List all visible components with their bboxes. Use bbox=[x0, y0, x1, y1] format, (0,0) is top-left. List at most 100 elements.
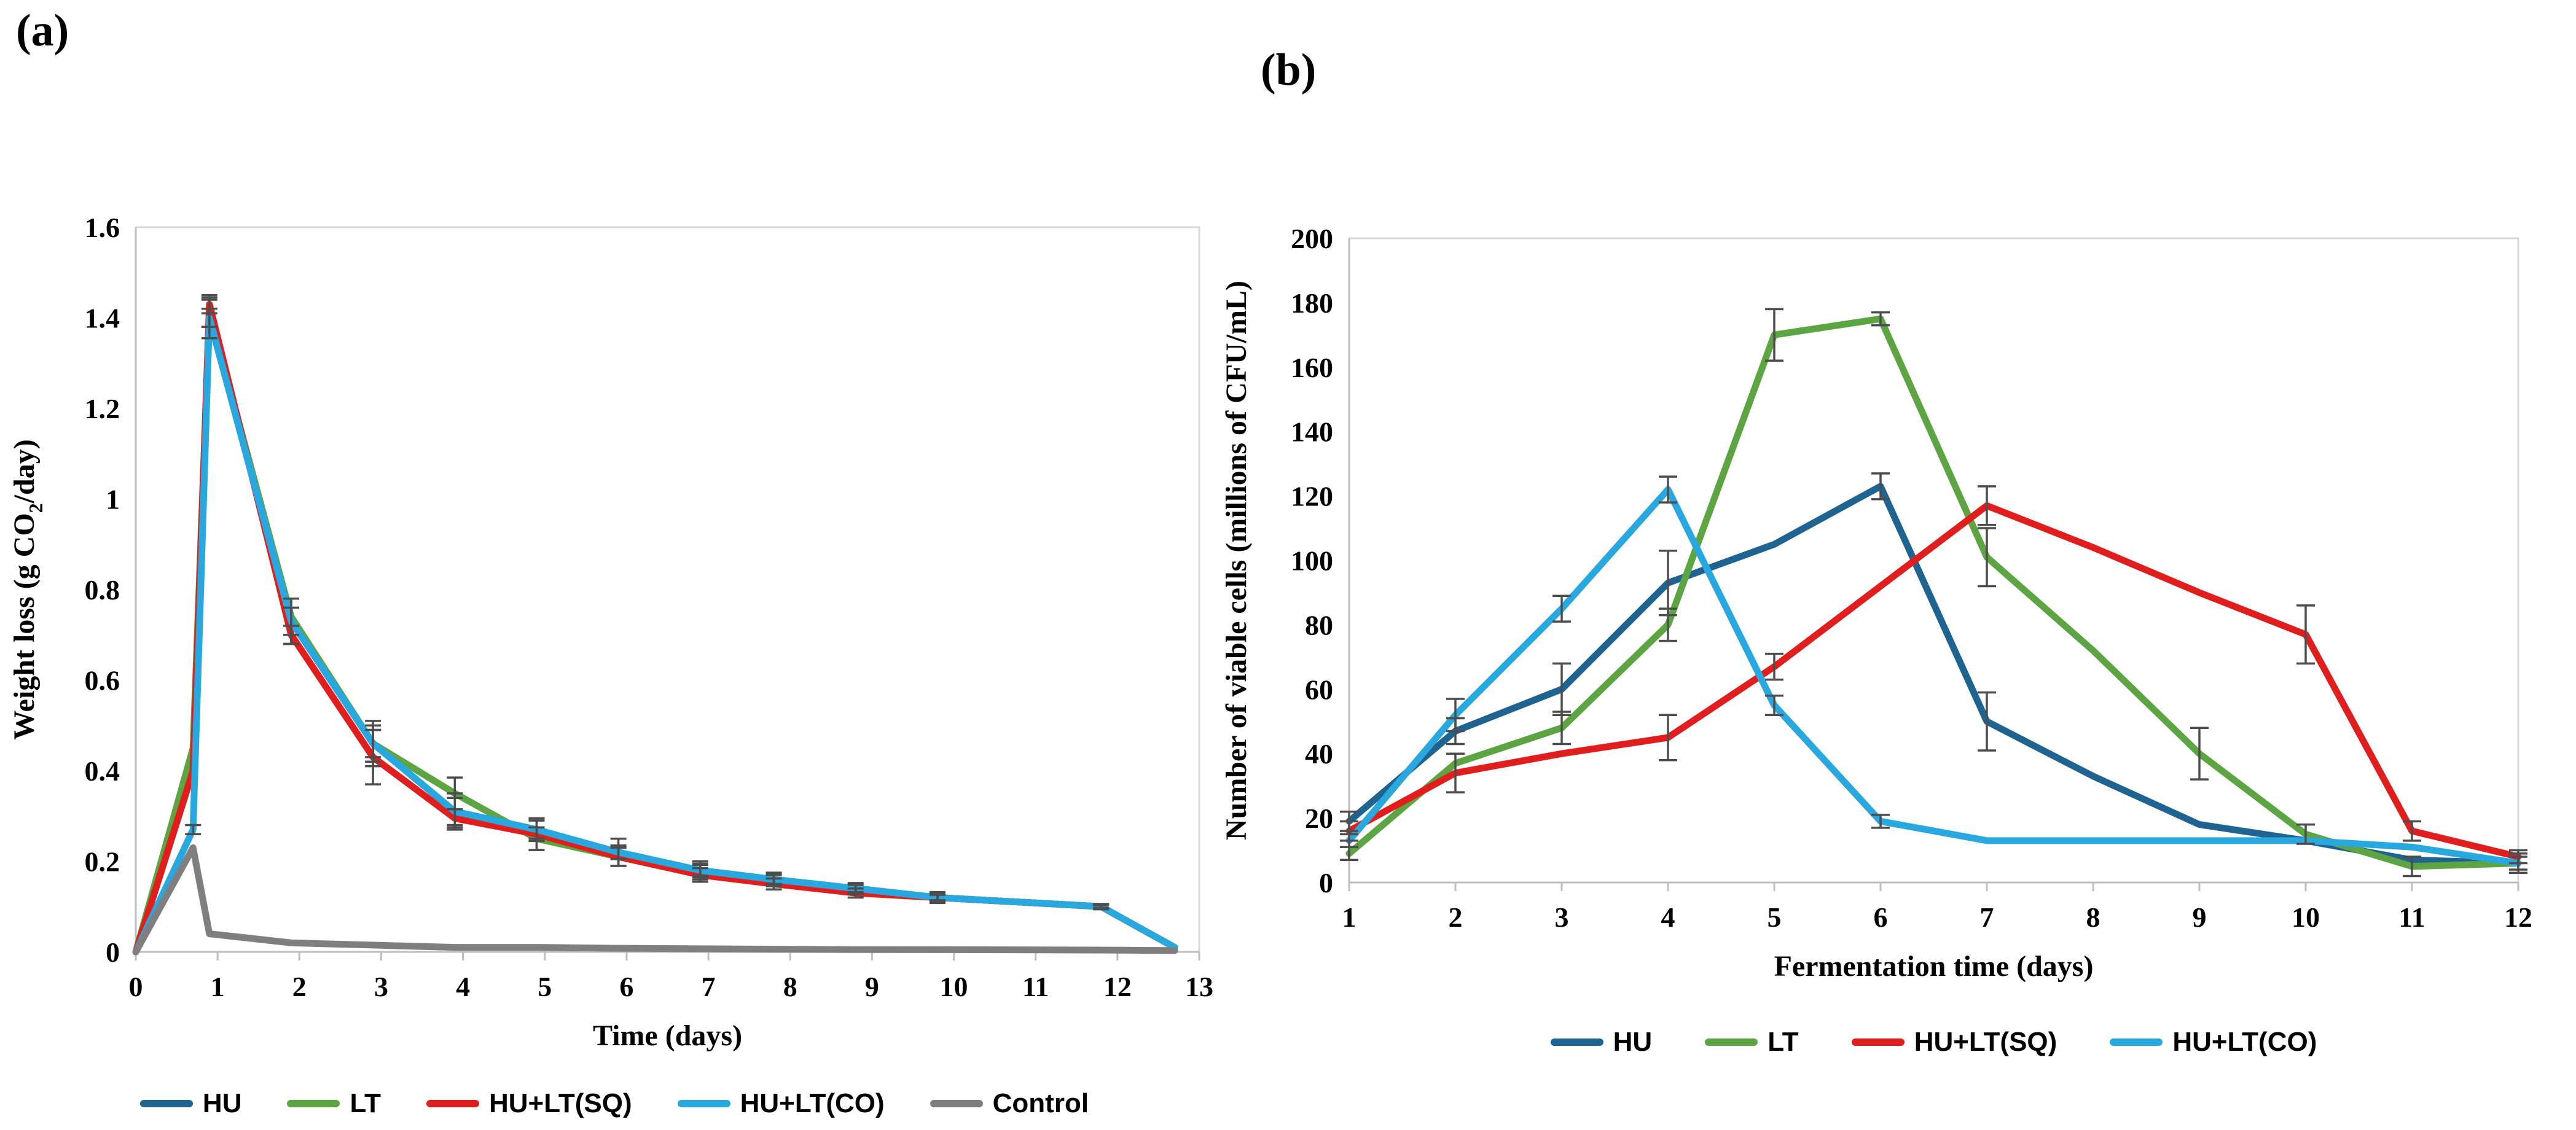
series-line-hu-lt-sq bbox=[1345, 502, 2522, 860]
x-tick-label: 3 bbox=[1555, 902, 1569, 933]
y-tick-label: 200 bbox=[1291, 223, 1333, 254]
legend-item-hu: HU bbox=[1550, 1027, 1653, 1058]
legend-item-hu-lt-co: HU+LT(CO) bbox=[2110, 1027, 2317, 1058]
legend-chart-b: HU LT HU+LT(SQ) HU+LT(CO) bbox=[1349, 1027, 2518, 1058]
error-bars-hu-lt-co bbox=[1340, 475, 2527, 875]
x-tick-label: 10 bbox=[2292, 902, 2320, 933]
x-tick-label: 5 bbox=[1768, 902, 1782, 933]
y-tick-label: 1 bbox=[106, 484, 120, 515]
x-tick-label: 7 bbox=[702, 971, 716, 1002]
legend-item-hu-lt-co: HU+LT(CO) bbox=[677, 1088, 885, 1119]
y-tick-label: 40 bbox=[1305, 738, 1333, 770]
legend-label-control: Control bbox=[992, 1088, 1089, 1118]
legend-item-lt: LT bbox=[287, 1088, 381, 1119]
x-tick-label: 11 bbox=[1022, 971, 1049, 1002]
y-tick-label: 0.6 bbox=[85, 665, 120, 696]
x-tick-label: 13 bbox=[1185, 971, 1213, 1002]
x-tick-label: 2 bbox=[1449, 902, 1463, 933]
error-bars-lt bbox=[201, 298, 1110, 910]
legend-item-control: Control bbox=[930, 1088, 1089, 1119]
legend-label-lt: LT bbox=[1768, 1027, 1799, 1057]
legend-chart-a: HU LT HU+LT(SQ) HU+LT(CO) Control bbox=[25, 1088, 1204, 1119]
y-tick-labels-a: 0 0.2 0.4 0.6 0.8 1 1.2 1.4 1.6 bbox=[85, 212, 120, 968]
legend-item-hu-lt-sq: HU+LT(SQ) bbox=[1851, 1027, 2057, 1058]
y-axis-title-b: Number of viable cells (millions of CFU/… bbox=[1220, 281, 1253, 840]
y-axis-title-a: Weight loss (g CO2/day) bbox=[8, 439, 47, 739]
plot-border-a bbox=[135, 226, 1200, 953]
y-tick-label: 0.4 bbox=[85, 755, 120, 787]
x-tick-label: 12 bbox=[1103, 971, 1132, 1002]
x-tick-label: 11 bbox=[2398, 902, 2425, 933]
legend-swatch-hu-lt-sq bbox=[1851, 1038, 1905, 1046]
legend-swatch-lt bbox=[1705, 1038, 1758, 1046]
plot-b: 1 2 3 4 5 6 7 8 9 10 11 120204060801001201401601802… bbox=[1220, 223, 2532, 983]
plot-a: 0 1 2 3 4 5 6 7 8 9 10 11 12 1300.20.40.60.811.21.41.… bbox=[8, 212, 1213, 1052]
series-line-control bbox=[132, 844, 1178, 956]
x-tick-label: 12 bbox=[2504, 902, 2532, 933]
legend-item-lt: LT bbox=[1705, 1027, 1799, 1058]
legend-label-lt: LT bbox=[350, 1088, 381, 1118]
plot-border-b bbox=[1348, 237, 2519, 884]
x-tick-label: 3 bbox=[374, 971, 388, 1002]
legend-label-hu-lt-co: HU+LT(CO) bbox=[2172, 1027, 2317, 1057]
y-tick-label: 60 bbox=[1305, 674, 1333, 705]
x-tick-label: 10 bbox=[940, 971, 968, 1002]
legend-label-hu-lt-co: HU+LT(CO) bbox=[740, 1088, 885, 1118]
y-tick-labels-b: 0 20 40 60 80 100 120 140 160 180 200 bbox=[1291, 223, 1333, 898]
y-tick-label: 120 bbox=[1291, 481, 1333, 512]
y-tick-label: 160 bbox=[1291, 352, 1333, 383]
x-axis-title-a: Time (days) bbox=[593, 1019, 742, 1052]
x-tick-label: 9 bbox=[865, 971, 879, 1002]
x-tick-label: 9 bbox=[2193, 902, 2207, 933]
y-tick-label: 80 bbox=[1305, 609, 1333, 641]
legend-swatch-lt bbox=[287, 1100, 340, 1107]
x-tick-labels-b: 1 2 3 4 5 6 7 8 9 10 11 12 bbox=[1342, 883, 2532, 933]
legend-label-hu: HU bbox=[202, 1088, 242, 1118]
legend-swatch-hu bbox=[1550, 1038, 1603, 1046]
x-tick-label: 6 bbox=[619, 971, 633, 1002]
y-tick-label: 0 bbox=[1319, 867, 1333, 898]
legend-swatch-hu-lt-sq bbox=[426, 1100, 479, 1107]
y-tick-label: 0 bbox=[106, 937, 120, 968]
y-title-main: Weight loss (g CO bbox=[8, 513, 41, 739]
error-bars-hu bbox=[1340, 472, 2527, 871]
y-title-subscript: 2 bbox=[25, 503, 47, 513]
legend-label-hu: HU bbox=[1613, 1027, 1653, 1057]
y-tick-label: 0.2 bbox=[85, 846, 120, 878]
series-line-lt bbox=[1345, 315, 2522, 870]
x-tick-label: 6 bbox=[1874, 902, 1888, 933]
series-line-hu-lt-co bbox=[1345, 486, 2522, 867]
legend-label-hu-lt-sq: HU+LT(SQ) bbox=[1914, 1027, 2057, 1057]
y-tick-label: 1.6 bbox=[85, 212, 120, 243]
error-bars-hu bbox=[201, 296, 1110, 911]
error-bars-hu-lt-co bbox=[185, 308, 1110, 910]
error-bars-lt bbox=[1340, 308, 2421, 878]
legend-item-hu: HU bbox=[139, 1088, 242, 1119]
y-tick-label: 180 bbox=[1291, 287, 1333, 319]
y-tick-label: 1.2 bbox=[85, 393, 120, 424]
y-title-tail: /day) bbox=[8, 439, 41, 504]
x-tick-label: 5 bbox=[538, 971, 552, 1002]
x-tick-label: 8 bbox=[783, 971, 797, 1002]
y-tick-label: 140 bbox=[1291, 416, 1333, 448]
x-tick-label: 0 bbox=[129, 971, 143, 1002]
legend-label-hu-lt-sq: HU+LT(SQ) bbox=[488, 1088, 632, 1118]
series-line-hu-lt-co bbox=[132, 314, 1178, 956]
legend-item-hu-lt-sq: HU+LT(SQ) bbox=[426, 1088, 632, 1119]
x-tick-label: 2 bbox=[292, 971, 307, 1002]
x-tick-labels-a: 0 1 2 3 4 5 6 7 8 9 10 11 12 13 bbox=[129, 952, 1213, 1002]
x-axis-title-b: Fermentation time (days) bbox=[1774, 950, 2094, 983]
x-tick-label: 1 bbox=[1342, 902, 1357, 933]
y-tick-label: 0.8 bbox=[85, 574, 120, 606]
x-tick-label: 4 bbox=[456, 971, 470, 1002]
y-tick-label: 20 bbox=[1305, 803, 1333, 834]
x-tick-label: 1 bbox=[211, 971, 225, 1002]
legend-swatch-hu bbox=[139, 1100, 193, 1107]
legend-swatch-control bbox=[930, 1100, 983, 1107]
y-tick-label: 1.4 bbox=[85, 303, 120, 334]
legend-swatch-hu-lt-co bbox=[677, 1100, 730, 1107]
y-tick-label: 100 bbox=[1291, 545, 1333, 577]
x-tick-label: 7 bbox=[1980, 902, 1994, 933]
